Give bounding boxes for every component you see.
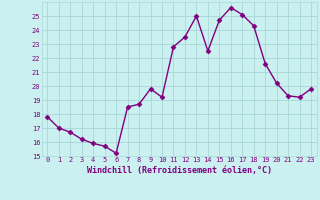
X-axis label: Windchill (Refroidissement éolien,°C): Windchill (Refroidissement éolien,°C): [87, 166, 272, 175]
